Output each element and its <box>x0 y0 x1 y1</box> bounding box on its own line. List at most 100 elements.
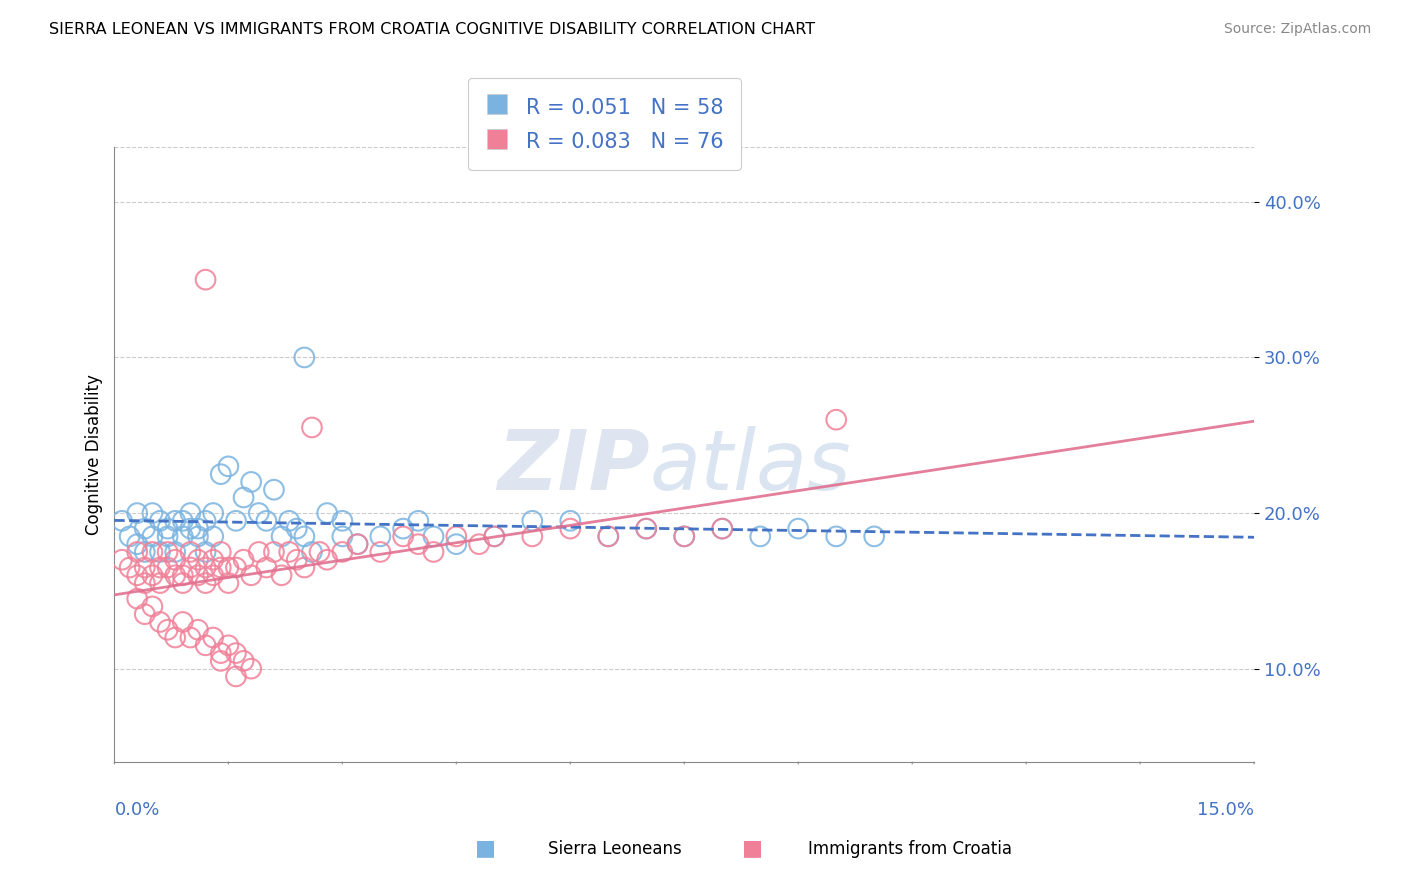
Point <box>202 553 225 567</box>
Point <box>598 529 620 543</box>
Point <box>217 576 239 591</box>
Point <box>209 467 232 482</box>
Point <box>149 514 172 528</box>
Point <box>134 545 156 559</box>
Point <box>179 522 201 536</box>
Point <box>254 560 277 574</box>
Point <box>202 568 225 582</box>
Point <box>330 529 353 543</box>
Point <box>392 529 415 543</box>
Point <box>156 545 179 559</box>
Point <box>468 537 491 551</box>
Text: 15.0%: 15.0% <box>1197 801 1254 819</box>
Point <box>522 514 544 528</box>
Point <box>422 545 444 559</box>
Point <box>370 529 392 543</box>
Point <box>787 522 810 536</box>
Point <box>149 576 172 591</box>
Text: ■: ■ <box>742 838 762 858</box>
Point <box>316 553 339 567</box>
Point <box>560 514 582 528</box>
Point <box>292 529 315 543</box>
Point <box>673 529 696 543</box>
Point <box>232 553 254 567</box>
Point <box>202 631 225 645</box>
Point <box>179 560 201 574</box>
Point <box>711 522 734 536</box>
Point <box>330 545 353 559</box>
Point <box>225 646 247 660</box>
Point <box>825 529 848 543</box>
Point <box>225 669 247 683</box>
Point <box>127 591 149 606</box>
Point <box>165 514 187 528</box>
Point <box>749 529 772 543</box>
Point <box>134 576 156 591</box>
Point <box>141 506 163 520</box>
Point <box>209 654 232 668</box>
Point <box>194 576 217 591</box>
Point <box>187 522 209 536</box>
Point <box>278 545 301 559</box>
Point <box>825 413 848 427</box>
Point <box>408 537 430 551</box>
Point <box>209 545 232 559</box>
Point <box>156 522 179 536</box>
Text: Source: ZipAtlas.com: Source: ZipAtlas.com <box>1223 22 1371 37</box>
Point <box>149 615 172 629</box>
Point <box>187 553 209 567</box>
Point <box>301 545 323 559</box>
Legend: R = 0.051   N = 58, R = 0.083   N = 76: R = 0.051 N = 58, R = 0.083 N = 76 <box>468 78 741 169</box>
Point <box>285 553 308 567</box>
Point <box>446 529 468 543</box>
Point <box>141 599 163 614</box>
Point <box>165 631 187 645</box>
Point <box>127 506 149 520</box>
Point <box>187 568 209 582</box>
Point <box>179 631 201 645</box>
Point <box>232 491 254 505</box>
Point <box>446 537 468 551</box>
Point <box>270 568 292 582</box>
Point <box>636 522 658 536</box>
Point <box>111 514 134 528</box>
Point <box>370 545 392 559</box>
Point <box>118 560 141 574</box>
Point <box>247 506 270 520</box>
Point <box>330 514 353 528</box>
Point <box>247 545 270 559</box>
Point <box>194 545 217 559</box>
Point <box>194 638 217 652</box>
Point <box>165 553 187 567</box>
Point <box>484 529 506 543</box>
Point <box>156 529 179 543</box>
Point <box>187 623 209 637</box>
Text: ■: ■ <box>475 838 495 858</box>
Point <box>422 529 444 543</box>
Point <box>240 662 263 676</box>
Text: ZIP: ZIP <box>498 426 650 508</box>
Point <box>346 537 368 551</box>
Text: SIERRA LEONEAN VS IMMIGRANTS FROM CROATIA COGNITIVE DISABILITY CORRELATION CHART: SIERRA LEONEAN VS IMMIGRANTS FROM CROATI… <box>49 22 815 37</box>
Point <box>270 529 292 543</box>
Point <box>172 529 194 543</box>
Point <box>292 351 315 365</box>
Point <box>127 545 149 559</box>
Point <box>240 568 263 582</box>
Point <box>254 514 277 528</box>
Point <box>141 529 163 543</box>
Point <box>118 529 141 543</box>
Point <box>863 529 886 543</box>
Point <box>194 560 217 574</box>
Point <box>165 545 187 559</box>
Point <box>172 514 194 528</box>
Point <box>141 545 163 559</box>
Point <box>217 638 239 652</box>
Point <box>240 475 263 489</box>
Text: Sierra Leoneans: Sierra Leoneans <box>548 840 682 858</box>
Point <box>141 568 163 582</box>
Point <box>165 568 187 582</box>
Point <box>673 529 696 543</box>
Point <box>172 615 194 629</box>
Point <box>149 560 172 574</box>
